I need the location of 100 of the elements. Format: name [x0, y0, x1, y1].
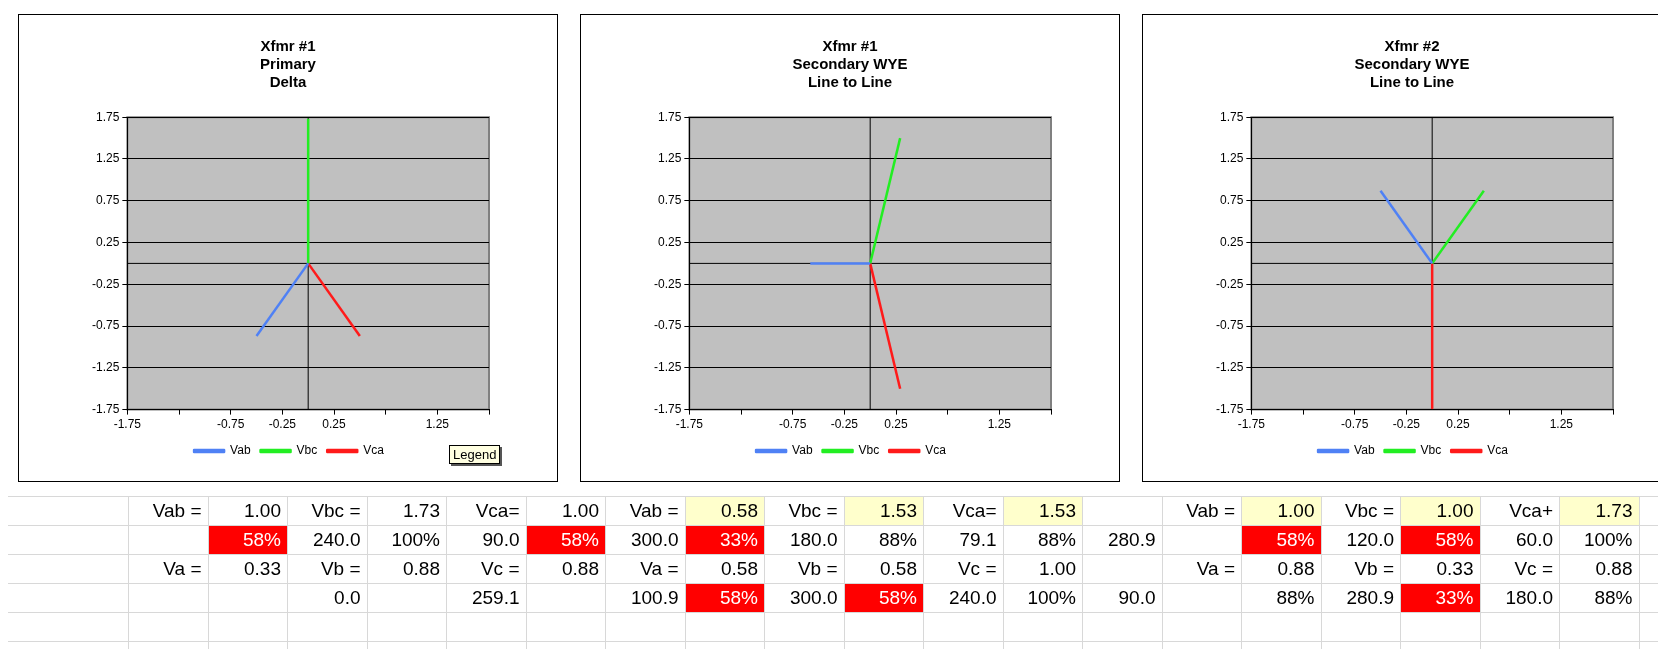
text: 88% [877, 528, 918, 552]
legend-label: Vbc [858, 443, 880, 458]
text: Vc = [956, 557, 998, 581]
text: 0.33 [243, 557, 282, 581]
text: 58% [208, 526, 287, 554]
text: 0.88 [561, 557, 600, 581]
text: 120.0 [1345, 528, 1395, 552]
text: 0.88 [1594, 557, 1634, 581]
x-tick-label: -0.25 [1392, 417, 1421, 432]
y-tick-label: 0.25 [95, 234, 120, 249]
text: 33% [1401, 584, 1480, 612]
text: 1.73 [1560, 497, 1639, 525]
legend-label: Vab [1354, 443, 1375, 458]
x-tick-label: -0.25 [268, 417, 297, 432]
text: 240.0 [311, 528, 362, 552]
text: Vca= [951, 499, 998, 523]
x-tick-label: -1.75 [675, 417, 704, 432]
text: Vc = [1513, 557, 1554, 581]
text: 1.00 [1242, 497, 1321, 525]
text: Vbc = [1343, 499, 1395, 523]
x-tick-label: 1.25 [987, 417, 1012, 432]
chart-title: Xfmr #1 Secondary WYE Line to Line [791, 37, 909, 91]
text: 60.0 [1515, 528, 1554, 552]
text: 58% [844, 584, 923, 612]
text: 1.73 [402, 499, 441, 523]
text: 0.88 [1276, 557, 1316, 581]
text: 300.0 [629, 528, 680, 552]
text: 100% [1582, 528, 1634, 552]
x-tick-label: -0.25 [830, 417, 859, 432]
text: 33% [685, 526, 764, 554]
text: 0.33 [1435, 557, 1475, 581]
text: 1.53 [844, 497, 923, 525]
y-tick-label: 0.75 [1219, 193, 1244, 208]
y-tick-label: -1.25 [653, 360, 682, 375]
legend-label: Vab [230, 443, 251, 458]
text: 0.58 [720, 557, 759, 581]
y-tick-label: -0.25 [1215, 276, 1244, 291]
text: Vab = [628, 499, 680, 523]
text: 1.00 [1038, 557, 1077, 581]
legend-label: Vca [925, 443, 947, 458]
x-tick-label: 0.25 [322, 417, 347, 432]
text: Vbc = [787, 499, 839, 523]
text: 58% [526, 526, 605, 554]
text: 100% [390, 528, 441, 552]
x-tick-label: 0.25 [1446, 417, 1471, 432]
y-tick-label: -0.25 [91, 276, 120, 291]
text: 1.00 [243, 499, 282, 523]
text: 1.00 [561, 499, 600, 523]
legend-label: Vca [1487, 443, 1509, 458]
y-tick-label: 0.75 [657, 193, 682, 208]
text: 180.0 [788, 528, 839, 552]
text: Legend [449, 445, 501, 464]
text: 300.0 [788, 586, 839, 610]
y-tick-label: 0.25 [657, 234, 682, 249]
text: 1.53 [1003, 497, 1082, 525]
x-tick-label: 1.25 [425, 417, 450, 432]
x-tick-label: -1.75 [1237, 417, 1266, 432]
x-tick-label: 0.25 [884, 417, 909, 432]
text: Vb = [319, 557, 362, 581]
y-tick-label: 1.75 [657, 109, 682, 124]
text: 259.1 [470, 586, 521, 610]
text: 280.9 [1345, 586, 1395, 610]
text: Vab = [151, 499, 203, 523]
text: Va = [639, 557, 680, 581]
text: Vbc = [310, 499, 362, 523]
text: Vb = [1353, 557, 1395, 581]
x-tick-label: -1.75 [113, 417, 142, 432]
text: 0.58 [685, 497, 764, 525]
text: Vca= [474, 499, 521, 523]
text: 88% [1036, 528, 1077, 552]
y-tick-label: 0.25 [1219, 234, 1244, 249]
text: 88% [1593, 586, 1634, 610]
y-tick-label: -1.75 [1215, 401, 1244, 416]
y-tick-label: -0.75 [1215, 318, 1244, 333]
text: 90.0 [1117, 586, 1157, 610]
x-tick-label: -0.75 [217, 417, 245, 432]
legend-label: Vab [792, 443, 813, 458]
x-tick-label: 1.25 [1549, 417, 1574, 432]
y-tick-label: 0.75 [95, 193, 120, 208]
y-tick-label: 1.25 [1219, 151, 1244, 166]
text: 1.00 [1401, 497, 1480, 525]
legend-label: Vbc [296, 443, 318, 458]
text: Vca+ [1508, 499, 1554, 523]
text: Va = [162, 557, 203, 581]
text: Vc = [479, 557, 521, 581]
legend-label: Vca [363, 443, 385, 458]
chart-title: Xfmr #2 Secondary WYE Line to Line [1353, 37, 1471, 91]
chart-title: Xfmr #1 Primary Delta [259, 37, 317, 91]
y-tick-label: 1.25 [95, 151, 120, 166]
text: Vb = [796, 557, 839, 581]
legend-label: Vbc [1420, 443, 1442, 458]
text: 0.58 [879, 557, 918, 581]
text: 58% [1401, 526, 1480, 554]
text: 240.0 [947, 586, 998, 610]
text: 100% [1026, 586, 1077, 610]
text: 90.0 [481, 528, 521, 552]
y-tick-label: -0.75 [91, 318, 120, 333]
y-tick-label: -1.25 [1215, 360, 1244, 375]
y-tick-label: -1.75 [653, 401, 682, 416]
y-tick-label: 1.75 [1219, 109, 1244, 124]
